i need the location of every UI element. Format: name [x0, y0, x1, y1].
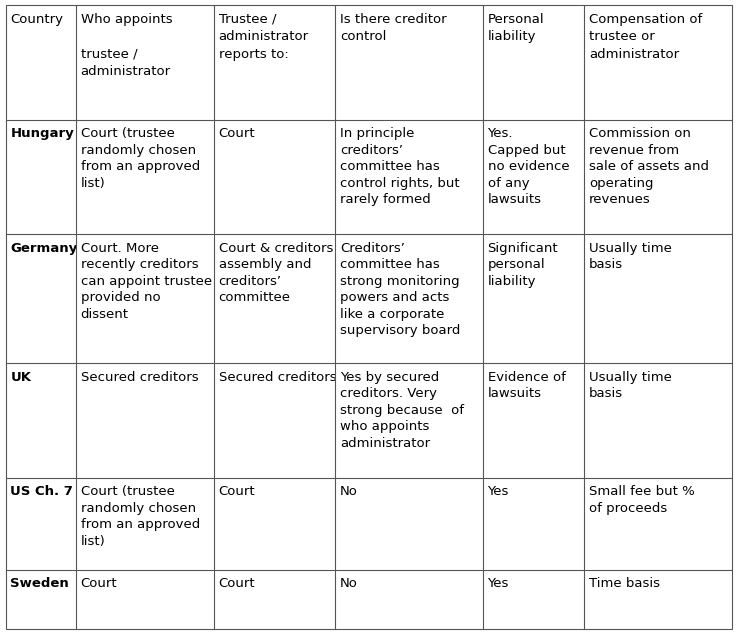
Text: Compensation of
trustee or
administrator: Compensation of trustee or administrator [589, 13, 702, 61]
Text: Evidence of
lawsuits: Evidence of lawsuits [488, 371, 565, 400]
Text: Court. More
recently creditors
can appoint trustee
provided no
dissent: Court. More recently creditors can appoi… [80, 242, 212, 321]
Text: Court (trustee
randomly chosen
from an approved
list): Court (trustee randomly chosen from an a… [80, 485, 200, 548]
Text: Court: Court [80, 578, 117, 590]
Text: Commission on
revenue from
sale of assets and
operating
revenues: Commission on revenue from sale of asset… [589, 127, 709, 206]
Text: Hungary: Hungary [10, 127, 74, 140]
Text: Usually time
basis: Usually time basis [589, 371, 672, 400]
Text: Yes: Yes [488, 485, 509, 498]
Text: Court & creditors
assembly and
creditors’
committee: Court & creditors assembly and creditors… [218, 242, 333, 304]
Text: Small fee but %
of proceeds: Small fee but % of proceeds [589, 485, 694, 515]
Text: Court: Court [218, 578, 255, 590]
Text: Trustee /
administrator
reports to:: Trustee / administrator reports to: [218, 13, 308, 61]
Text: Yes: Yes [488, 578, 509, 590]
Text: Significant
personal
liability: Significant personal liability [488, 242, 558, 288]
Text: Yes by secured
creditors. Very
strong because  of
who appoints
administrator: Yes by secured creditors. Very strong be… [340, 371, 464, 450]
Text: Usually time
basis: Usually time basis [589, 242, 672, 271]
Text: Secured creditors: Secured creditors [218, 371, 337, 384]
Text: Creditors’
committee has
strong monitoring
powers and acts
like a corporate
supe: Creditors’ committee has strong monitori… [340, 242, 461, 337]
Text: In principle
creditors’
committee has
control rights, but
rarely formed: In principle creditors’ committee has co… [340, 127, 460, 206]
Text: Germany: Germany [10, 242, 77, 254]
Text: Sweden: Sweden [10, 578, 69, 590]
Text: No: No [340, 485, 358, 498]
Text: Time basis: Time basis [589, 578, 660, 590]
Text: Is there creditor
control: Is there creditor control [340, 13, 446, 43]
Text: US Ch. 7: US Ch. 7 [10, 485, 73, 498]
Text: Yes.
Capped but
no evidence
of any
lawsuits: Yes. Capped but no evidence of any lawsu… [488, 127, 569, 206]
Text: Country: Country [10, 13, 63, 26]
Text: Secured creditors: Secured creditors [80, 371, 199, 384]
Text: Who appoints

trustee /
administrator: Who appoints trustee / administrator [80, 13, 172, 78]
Text: UK: UK [10, 371, 31, 384]
Text: No: No [340, 578, 358, 590]
Text: Personal
liability: Personal liability [488, 13, 544, 43]
Text: Court (trustee
randomly chosen
from an approved
list): Court (trustee randomly chosen from an a… [80, 127, 200, 190]
Text: Court: Court [218, 127, 255, 140]
Text: Court: Court [218, 485, 255, 498]
